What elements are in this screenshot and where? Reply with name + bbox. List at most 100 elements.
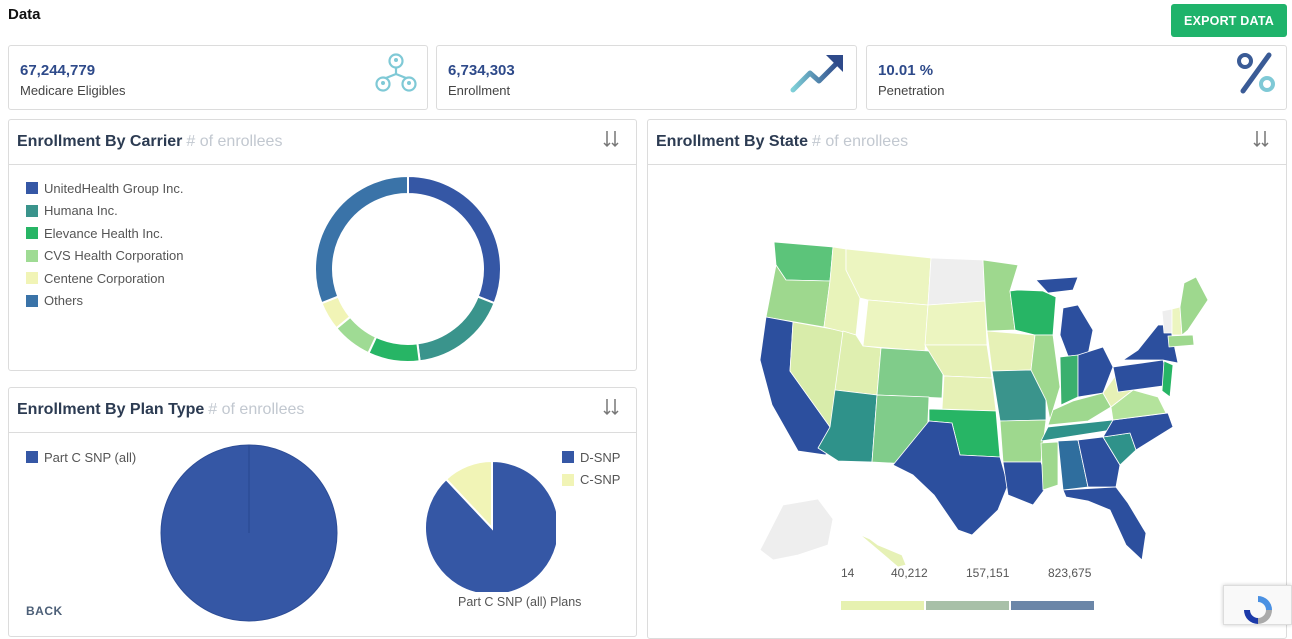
- people-network-icon: [375, 53, 417, 92]
- state-mississippi[interactable]: [1040, 441, 1059, 491]
- legend-label: D-SNP: [580, 449, 621, 465]
- legend-swatch: [26, 249, 38, 262]
- scale-label-min: 14: [841, 566, 855, 580]
- state-indiana[interactable]: [1059, 354, 1079, 406]
- enrollment-by-carrier-panel: Enrollment By Carrier # of enrollees Unit…: [8, 119, 637, 371]
- plan-type-legend: Part C SNP (all): [26, 446, 136, 469]
- kpi-card-enrollment: 6,734,303 Enrollment: [436, 45, 857, 110]
- legend-label: Others: [44, 293, 84, 309]
- panel-header: Enrollment By Carrier # of enrollees: [9, 120, 636, 165]
- legend-label: UnitedHealth Group Inc.: [44, 180, 184, 196]
- carrier-legend-item[interactable]: UnitedHealth Group Inc.: [26, 177, 183, 200]
- state-north-carolina[interactable]: [1102, 412, 1174, 451]
- back-button[interactable]: BACK: [26, 604, 63, 618]
- kpi-label: Medicare Eligibles: [20, 83, 126, 98]
- enrollment-by-plan-type-panel: Enrollment By Plan Type # of enrollees Pa…: [8, 387, 637, 637]
- carrier-legend-item[interactable]: Elevance Health Inc.: [26, 222, 183, 245]
- plan-type-legend-item[interactable]: Part C SNP (all): [26, 446, 136, 469]
- panel-title: Enrollment By State # of enrollees: [656, 133, 909, 150]
- scale-label-2: 157,151: [966, 566, 1010, 580]
- kpi-label: Enrollment: [448, 83, 511, 98]
- kpi-label: Penetration: [878, 83, 945, 98]
- panel-subtitle: # of enrollees: [812, 133, 909, 150]
- kpi-card-penetration: 10.01 % Penetration: [866, 45, 1287, 110]
- legend-swatch: [562, 473, 574, 486]
- state-kansas[interactable]: [941, 375, 997, 412]
- panel-header: Enrollment By Plan Type # of enrollees: [9, 388, 636, 433]
- carrier-legend-item[interactable]: Centene Corporation: [26, 267, 183, 290]
- state-north-dakota[interactable]: [927, 257, 986, 306]
- carrier-legend: UnitedHealth Group Inc. Humana Inc. Elevan…: [26, 177, 183, 312]
- carrier-slice-humana-inc[interactable]: [416, 295, 496, 363]
- state-colorado[interactable]: [876, 347, 945, 399]
- carrier-slice-elevance-health-inc[interactable]: [367, 335, 421, 363]
- carrier-legend-item[interactable]: CVS Health Corporation: [26, 245, 183, 268]
- state-ohio[interactable]: [1077, 346, 1114, 398]
- state-alaska[interactable]: [759, 498, 834, 561]
- legend-swatch: [562, 451, 574, 464]
- trend-up-arrow-icon: [790, 55, 843, 93]
- legend-swatch: [26, 451, 38, 464]
- state-wyoming[interactable]: [862, 299, 929, 352]
- sort-icon[interactable]: [603, 398, 619, 416]
- us-state-map: [759, 241, 1209, 610]
- state-vermont[interactable]: [1161, 308, 1173, 334]
- enrollment-by-state-panel: Enrollment By State # of enrollees: [647, 119, 1287, 639]
- kpi-value: 6,734,303: [448, 62, 515, 79]
- state-pennsylvania[interactable]: [1112, 359, 1171, 393]
- legend-label: Elevance Health Inc.: [44, 225, 164, 241]
- legend-label: C-SNP: [580, 472, 621, 488]
- legend-swatch: [26, 204, 38, 217]
- carrier-slice-others[interactable]: [314, 174, 409, 305]
- snp-slice-c-snp[interactable]: [444, 459, 493, 531]
- plan-type-pie-chart[interactable]: [159, 444, 339, 624]
- state-hawaii[interactable]: [857, 532, 907, 568]
- legend-label: CVS Health Corporation: [44, 248, 184, 264]
- state-maine[interactable]: [1179, 276, 1209, 336]
- state-kentucky[interactable]: [1047, 392, 1112, 426]
- scale-label-1: 40,212: [891, 566, 928, 580]
- panel-subtitle: # of enrollees: [208, 401, 305, 418]
- state-massachusetts[interactable]: [1167, 334, 1195, 348]
- snp-legend-item[interactable]: D-SNP: [562, 446, 620, 469]
- state-new-jersey[interactable]: [1161, 360, 1174, 398]
- state-texas[interactable]: [892, 420, 1009, 536]
- state-iowa[interactable]: [986, 330, 1036, 372]
- legend-swatch: [26, 227, 38, 240]
- panel-subtitle: # of enrollees: [186, 133, 283, 150]
- state-georgia[interactable]: [1077, 436, 1121, 488]
- legend-label: Part C SNP (all): [44, 449, 137, 465]
- carrier-slice-unitedhealth-group-inc[interactable]: [407, 174, 502, 305]
- page-title: Data: [8, 6, 41, 23]
- snp-legend-item[interactable]: C-SNP: [562, 469, 620, 492]
- state-south-dakota[interactable]: [924, 300, 988, 346]
- panel-title: Enrollment By Carrier # of enrollees: [17, 133, 283, 150]
- legend-swatch: [26, 182, 38, 195]
- recaptcha-badge[interactable]: [1223, 585, 1292, 625]
- percent-icon: [1237, 52, 1275, 94]
- kpi-value: 67,244,779: [20, 62, 96, 79]
- scale-label-max: 823,675: [1048, 566, 1092, 580]
- panel-title: Enrollment By Plan Type # of enrollees: [17, 401, 305, 418]
- legend-label: Centene Corporation: [44, 270, 165, 286]
- sort-icon[interactable]: [603, 130, 619, 148]
- export-data-button[interactable]: EXPORT DATA: [1171, 4, 1287, 37]
- kpi-value: 10.01 %: [878, 62, 934, 79]
- state-louisiana[interactable]: [1002, 461, 1049, 506]
- kpi-card-medicare-eligibles: 67,244,779 Medicare Eligibles: [8, 45, 428, 110]
- legend-swatch: [26, 272, 38, 285]
- legend-swatch: [26, 294, 38, 307]
- carrier-legend-item[interactable]: Humana Inc.: [26, 200, 183, 223]
- state-arkansas[interactable]: [999, 419, 1047, 463]
- snp-pie-chart: [424, 459, 556, 592]
- recaptcha-icon: [1244, 596, 1272, 624]
- state-missouri[interactable]: [991, 369, 1047, 422]
- legend-label: Humana Inc.: [44, 203, 118, 219]
- state-florida[interactable]: [1062, 486, 1147, 561]
- panel-header: Enrollment By State # of enrollees: [648, 120, 1286, 165]
- state-wisconsin[interactable]: [1009, 289, 1057, 336]
- carrier-donut-chart: [314, 174, 502, 363]
- snp-legend: D-SNP C-SNP: [562, 446, 620, 491]
- sort-icon[interactable]: [1253, 130, 1269, 148]
- carrier-legend-item[interactable]: Others: [26, 290, 183, 313]
